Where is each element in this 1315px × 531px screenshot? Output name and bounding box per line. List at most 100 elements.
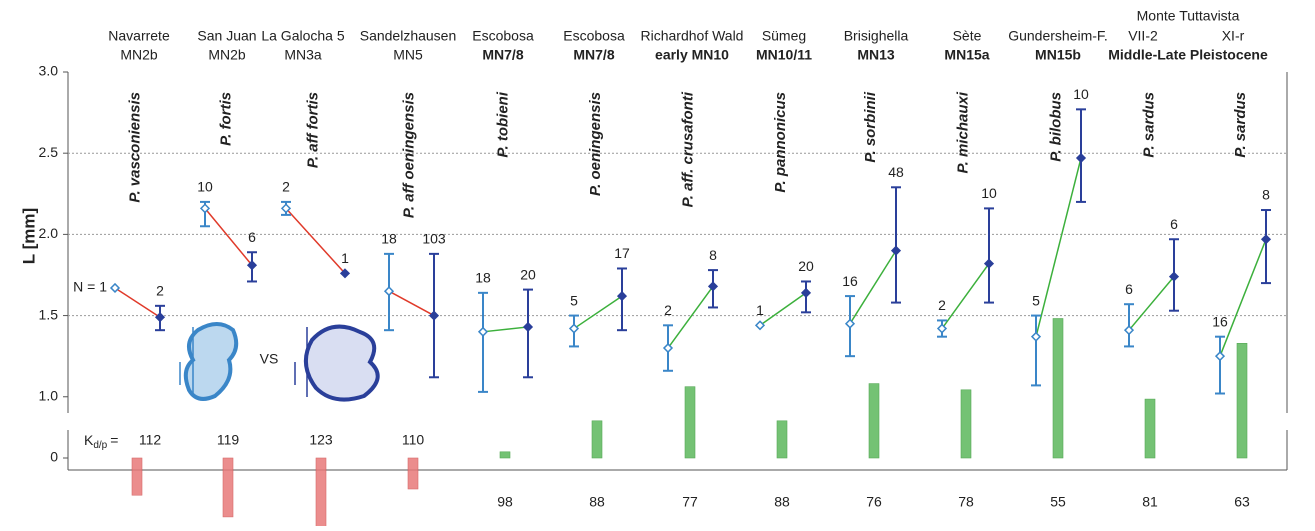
species-label: P. pannonicus xyxy=(772,92,789,193)
group-stage: Middle-Late Pleistocene xyxy=(1108,47,1268,63)
link-line xyxy=(1036,158,1081,337)
y-tick-label: 2.5 xyxy=(39,144,59,160)
site-name: Sandelzhausen xyxy=(360,28,457,44)
k-value: 88 xyxy=(774,494,790,510)
site-stage: MN10/11 xyxy=(756,47,812,63)
site-name: Brisighella xyxy=(844,28,909,44)
n-label: 2 xyxy=(156,283,164,299)
k-subscript: d/p xyxy=(93,440,107,451)
site-name: Gundersheim-F. xyxy=(1008,28,1108,44)
link-line xyxy=(115,288,160,317)
k-bar xyxy=(316,458,326,526)
y-tick-label: 2.0 xyxy=(39,225,59,241)
k-equals: = xyxy=(110,432,118,448)
n-label: 1 xyxy=(756,302,764,318)
n-label: 103 xyxy=(422,231,446,247)
n-label: 20 xyxy=(798,258,814,274)
species-label: P. aff. crusafonti xyxy=(679,91,696,207)
n-label: 10 xyxy=(981,185,997,201)
k-value: 76 xyxy=(866,494,882,510)
species-label: P. sorbinii xyxy=(862,91,879,162)
mean-point xyxy=(524,323,532,331)
k-value: 112 xyxy=(139,432,162,448)
chart: L [mm] VS 1.01.52.02.53.00Monte Tuttavis… xyxy=(0,0,1315,526)
k-value: 78 xyxy=(958,494,974,510)
k-value: 123 xyxy=(309,432,333,448)
n-label: 5 xyxy=(570,292,578,308)
n-label: 16 xyxy=(842,273,858,289)
link-line xyxy=(286,208,345,273)
n-label: 8 xyxy=(1262,187,1270,203)
mean-point xyxy=(1077,154,1085,162)
mean-point xyxy=(570,325,578,333)
species-label: P. aff fortis xyxy=(304,92,321,168)
k-bar xyxy=(223,458,233,517)
link-line xyxy=(1129,277,1174,331)
species-label: P. sardus xyxy=(1232,92,1249,158)
species-label: P. oeningensis xyxy=(587,92,604,196)
link-line xyxy=(389,291,434,315)
group-name: Monte Tuttavista xyxy=(1137,8,1240,24)
k-bar xyxy=(961,390,971,458)
species-label: P. tobieni xyxy=(494,91,511,157)
n-label: 18 xyxy=(381,231,397,247)
k-symbol: Kd/p= xyxy=(84,432,118,451)
site-stage: MN7/8 xyxy=(573,47,614,63)
mean-point xyxy=(1262,235,1270,243)
k-value: 88 xyxy=(589,494,605,510)
site-stage: MN15b xyxy=(1035,47,1081,63)
species-label: P. michauxi xyxy=(954,91,971,173)
species-label: P. vasconiensis xyxy=(126,92,143,203)
site-name: XI-r xyxy=(1222,28,1245,44)
site-name: Escobosa xyxy=(472,28,534,44)
site-name: Sümeg xyxy=(762,28,806,44)
site-stage: MN7/8 xyxy=(482,47,523,63)
n-label: 17 xyxy=(614,245,630,261)
k-value: 63 xyxy=(1234,494,1250,510)
species-label: P. fortis xyxy=(217,92,234,146)
k-bar xyxy=(1145,399,1155,458)
site-stage: MN2b xyxy=(208,47,246,63)
site-name: La Galocha 5 xyxy=(261,28,344,44)
link-line xyxy=(760,293,806,325)
mean-point xyxy=(846,320,854,328)
k-value: 81 xyxy=(1142,494,1158,510)
y-tick-label: 1.0 xyxy=(39,387,59,403)
n-label: 2 xyxy=(938,297,946,313)
k-bar xyxy=(685,387,695,458)
k-bar xyxy=(1053,319,1063,459)
n-label: N = 1 xyxy=(73,279,107,295)
mean-point xyxy=(156,313,164,321)
link-line xyxy=(668,286,713,348)
tooth-icons: VS xyxy=(180,324,378,400)
n-label: 2 xyxy=(282,179,290,195)
y-tick-label: 1.5 xyxy=(39,306,59,322)
k-value: 119 xyxy=(217,432,240,448)
k-value: 98 xyxy=(497,494,513,510)
site-name: Sète xyxy=(953,28,982,44)
k-value: 110 xyxy=(402,432,425,448)
mean-point xyxy=(385,287,393,295)
link-line xyxy=(205,208,252,265)
n-label: 48 xyxy=(888,164,904,180)
link-line xyxy=(574,296,622,328)
k-value: 77 xyxy=(682,494,698,510)
site-stage: MN3a xyxy=(284,47,322,63)
n-label: 5 xyxy=(1032,292,1040,308)
n-label: 6 xyxy=(1125,281,1133,297)
y-tick-label: 3.0 xyxy=(39,63,59,79)
site-name: San Juan xyxy=(197,28,256,44)
species-label: P. aff oeningensis xyxy=(400,92,417,218)
n-label: 1 xyxy=(341,250,349,266)
vs-label: VS xyxy=(260,351,279,367)
k-tick-label: 0 xyxy=(50,449,58,465)
k-bar xyxy=(777,421,787,458)
k-bar xyxy=(592,421,602,458)
k-bar xyxy=(869,384,879,458)
mean-point xyxy=(618,292,626,300)
n-label: 10 xyxy=(1073,86,1089,102)
k-value: 55 xyxy=(1050,494,1066,510)
mean-point xyxy=(479,328,487,336)
site-stage: MN15a xyxy=(944,47,989,63)
site-stage: MN5 xyxy=(393,47,423,63)
